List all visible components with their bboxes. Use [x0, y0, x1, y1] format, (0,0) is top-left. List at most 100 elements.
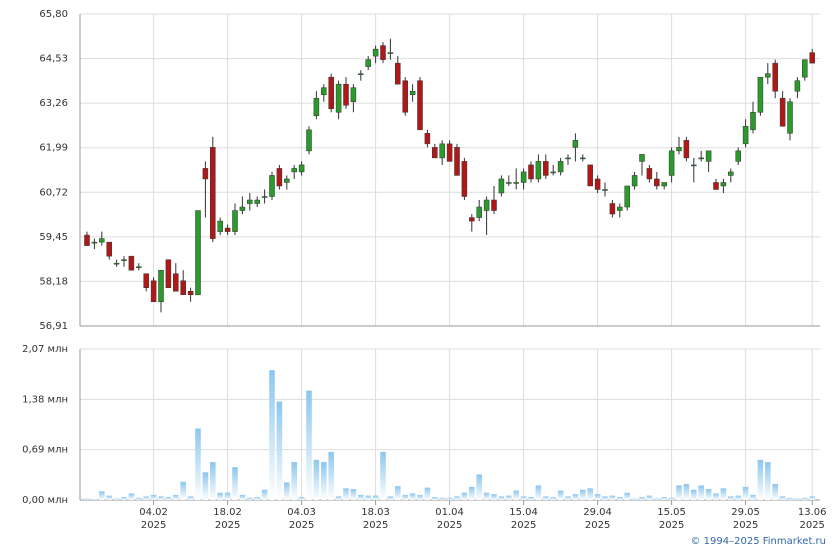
candle-body: [106, 241, 112, 257]
candle-body: [424, 133, 431, 145]
volume-bar: [454, 496, 460, 500]
volume-bar: [269, 370, 275, 500]
candle-body: [809, 52, 815, 64]
candle-body: [99, 238, 105, 243]
candle-body: [247, 199, 253, 204]
volume-bar: [439, 497, 445, 500]
candle-body: [742, 126, 749, 145]
volume-bar: [321, 462, 327, 500]
candle-body: [187, 291, 194, 296]
candle-body: [735, 150, 741, 162]
volume-bar: [631, 498, 638, 500]
volume-bar: [720, 488, 727, 500]
x-tick-year: 2025: [363, 520, 388, 531]
y-tick-label: 58,18: [39, 276, 68, 287]
candle-body: [284, 178, 290, 183]
volume-bar: [106, 495, 112, 500]
volume-bar: [136, 497, 142, 500]
x-tick-label: 29.05: [731, 507, 760, 518]
volume-bar: [298, 497, 305, 500]
candle-body: [113, 262, 120, 265]
candle-body: [609, 203, 616, 215]
copyright: © 1994–2025 Finmarket.ru: [690, 536, 826, 547]
candle-body: [358, 73, 364, 75]
volume-bar: [602, 496, 608, 500]
volume-bar: [520, 496, 527, 500]
candle-body: [409, 90, 416, 95]
candle-body: [461, 161, 468, 197]
volume-bar: [587, 488, 593, 500]
volume-bar: [224, 492, 231, 500]
candle-body: [676, 147, 682, 152]
volume-bar: [409, 493, 416, 500]
volume-bar: [306, 390, 312, 500]
x-tick-label: 13.06: [798, 507, 827, 518]
volume-bar: [358, 494, 364, 500]
volume-bar: [809, 496, 815, 500]
candle-body: [705, 150, 712, 162]
volume-bar: [705, 489, 712, 500]
candle-body: [713, 182, 719, 190]
volume-bar: [728, 496, 734, 500]
candle-body: [476, 206, 482, 218]
volume-bar: [99, 491, 105, 500]
volume-bar: [180, 481, 186, 500]
volume-bar: [417, 494, 423, 500]
candle-body: [557, 161, 564, 173]
candle-body: [802, 59, 808, 78]
candle-body: [402, 80, 408, 113]
candle-body: [520, 171, 527, 183]
candle-body: [173, 273, 179, 292]
candle-body: [335, 83, 342, 113]
candle-body: [128, 255, 135, 271]
candle-body: [321, 87, 327, 95]
volume-bar: [113, 498, 120, 500]
candle-body: [779, 97, 786, 127]
candle-body: [765, 73, 771, 78]
candle-body: [565, 157, 571, 160]
candle-body: [395, 62, 401, 85]
volume-bar: [572, 494, 579, 500]
x-tick-label: 29.04: [583, 507, 612, 518]
candle-body: [84, 234, 90, 246]
volume-bar: [698, 485, 704, 500]
volume-bar: [787, 497, 793, 500]
volume-bar: [757, 459, 764, 500]
candle-body: [121, 259, 127, 261]
volume-bar: [750, 494, 756, 500]
volume-bar: [557, 490, 564, 500]
candle-body: [728, 171, 734, 176]
volume-bar: [742, 486, 749, 500]
y-tick-label: 61,99: [39, 143, 68, 154]
candle-body: [683, 140, 690, 159]
candle-body: [180, 280, 186, 296]
volume-bar: [158, 496, 164, 500]
volume-bar: [217, 492, 223, 500]
candle-body: [602, 189, 608, 191]
volume-bar: [491, 494, 497, 500]
candle-body: [239, 206, 246, 211]
volume-bar: [668, 497, 675, 500]
y-tick-label: 63,26: [39, 98, 68, 109]
volume-bar: [483, 492, 490, 500]
volume-bar: [772, 483, 778, 500]
volume-bar: [646, 495, 653, 500]
volume-bar: [735, 495, 741, 500]
volume-bar: [683, 483, 690, 500]
candle-body: [691, 164, 697, 167]
volume-bar: [387, 496, 394, 500]
x-tick-year: 2025: [733, 520, 758, 531]
candle-body: [787, 101, 793, 134]
volume-bar: [498, 496, 505, 500]
candle-body: [720, 182, 727, 187]
candle-body: [372, 48, 379, 57]
candle-body: [631, 175, 638, 187]
volume-bar: [617, 497, 623, 500]
volume-bar: [654, 498, 660, 500]
candle-body: [572, 140, 579, 148]
volume-bar: [261, 489, 268, 500]
candle-body: [158, 269, 164, 303]
candle-body: [446, 143, 453, 162]
candle-body: [757, 76, 764, 113]
